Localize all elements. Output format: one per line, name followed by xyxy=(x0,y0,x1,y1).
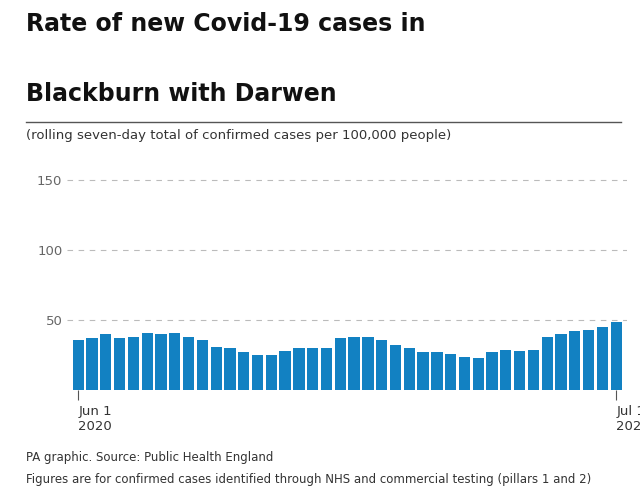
Bar xyxy=(141,332,153,390)
Bar xyxy=(128,337,139,390)
Bar xyxy=(211,347,222,390)
Bar xyxy=(224,348,236,390)
Bar xyxy=(528,349,539,390)
Bar xyxy=(252,355,263,390)
Bar xyxy=(500,349,511,390)
Text: Blackburn with Darwen: Blackburn with Darwen xyxy=(26,82,336,106)
Bar xyxy=(404,348,415,390)
Bar xyxy=(556,334,566,390)
Bar xyxy=(486,352,498,390)
Bar xyxy=(445,354,456,390)
Bar xyxy=(596,327,608,390)
Bar xyxy=(376,340,387,390)
Bar xyxy=(611,322,622,390)
Bar xyxy=(100,334,111,390)
Bar xyxy=(321,348,332,390)
Bar xyxy=(293,348,305,390)
Text: (rolling seven-day total of confirmed cases per 100,000 people): (rolling seven-day total of confirmed ca… xyxy=(26,129,451,142)
Bar xyxy=(417,352,429,390)
Bar xyxy=(156,334,166,390)
Bar xyxy=(335,338,346,390)
Bar xyxy=(238,352,250,390)
Bar xyxy=(431,352,442,390)
Bar xyxy=(196,340,208,390)
Bar xyxy=(72,340,84,390)
Bar xyxy=(583,330,594,390)
Bar xyxy=(114,338,125,390)
Bar xyxy=(183,337,194,390)
Bar xyxy=(362,337,374,390)
Bar xyxy=(280,351,291,390)
Bar xyxy=(390,345,401,390)
Text: Figures are for confirmed cases identified through NHS and commercial testing (p: Figures are for confirmed cases identifi… xyxy=(26,473,591,486)
Bar xyxy=(307,348,318,390)
Bar xyxy=(459,356,470,390)
Bar xyxy=(541,337,553,390)
Bar xyxy=(514,351,525,390)
Bar xyxy=(86,338,98,390)
Bar xyxy=(169,332,180,390)
Bar xyxy=(569,331,580,390)
Text: PA graphic. Source: Public Health England: PA graphic. Source: Public Health Englan… xyxy=(26,451,273,464)
Bar xyxy=(348,337,360,390)
Bar xyxy=(472,358,484,390)
Text: Rate of new Covid-19 cases in: Rate of new Covid-19 cases in xyxy=(26,12,425,36)
Bar xyxy=(266,355,277,390)
